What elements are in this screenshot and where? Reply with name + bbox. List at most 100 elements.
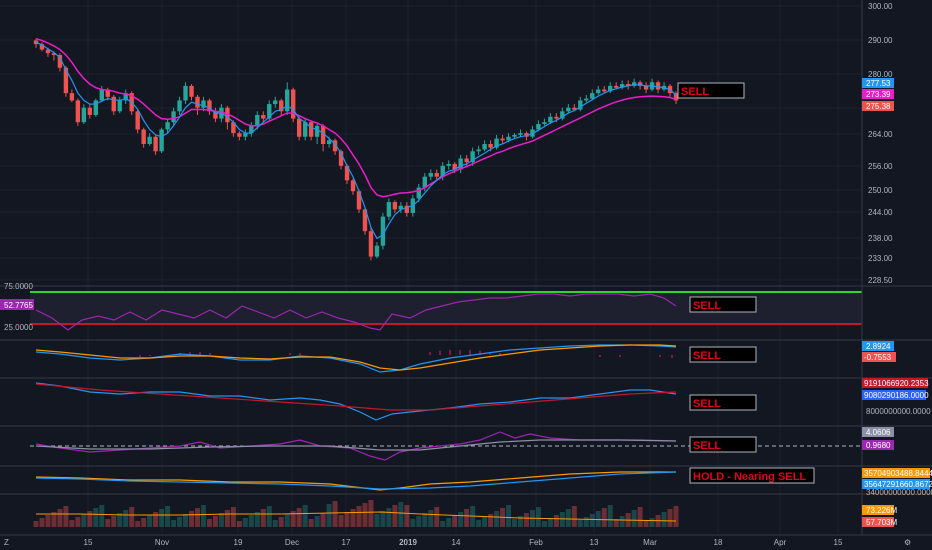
signal-box-rsi[interactable]: SELL	[689, 296, 757, 313]
volume-bar	[649, 518, 655, 527]
price-candles	[33, 38, 679, 261]
volume-bar	[45, 515, 51, 527]
candle-body	[75, 100, 81, 123]
candle-body	[249, 125, 254, 134]
volume-bars	[33, 500, 679, 527]
candle-body	[290, 89, 296, 119]
svg-text:9080290186.0000: 9080290186.0000	[864, 391, 929, 400]
gear-icon[interactable]: ⚙	[904, 538, 911, 547]
candle-body	[608, 85, 613, 92]
svg-text:275.38: 275.38	[866, 102, 891, 111]
candle-body	[637, 82, 643, 86]
price-axis-tick: 233.00	[868, 254, 893, 263]
volume-bar	[296, 508, 302, 527]
obv-signal-line	[35, 383, 677, 411]
macd-labels: 2.8924 -0.7553	[862, 341, 896, 362]
candle-body	[159, 129, 164, 152]
candle-body	[362, 209, 368, 232]
svg-text:0.9680: 0.9680	[866, 441, 891, 450]
volume-bar	[398, 502, 404, 527]
time-axis-tick: 2019	[399, 538, 417, 547]
candle-body	[273, 100, 278, 105]
candle-body	[596, 89, 601, 94]
time-axis[interactable]: 15 Nov 19 Dec 17 2019 14 Feb 13 Mar 18 Apr 15	[84, 538, 843, 547]
candle-body	[207, 100, 212, 112]
price-axis-tick: 300.00	[868, 2, 893, 11]
volume-bar	[344, 512, 350, 527]
volume-bar	[559, 512, 565, 527]
volume-bar	[356, 506, 362, 527]
volume-bar	[171, 520, 177, 527]
volume-bar	[667, 509, 673, 527]
candle-body	[655, 82, 661, 90]
signal-box-price[interactable]: SELL	[677, 82, 745, 99]
ma-fast-line	[35, 41, 677, 240]
time-axis-tick: Nov	[155, 538, 169, 547]
volume-bar	[39, 518, 45, 527]
candle-body	[476, 149, 481, 152]
pane-separators	[0, 285, 932, 495]
adl-signal-line	[35, 471, 677, 490]
candle-body	[440, 165, 445, 177]
svg-text:57.703M: 57.703M	[866, 518, 897, 527]
price-axis-tick: 256.00	[868, 162, 893, 171]
candle-body	[482, 144, 487, 150]
time-axis-tick: Dec	[285, 538, 299, 547]
candle-body	[458, 158, 463, 170]
corner-z-button[interactable]: Z	[4, 538, 9, 547]
candle-body	[279, 100, 284, 112]
candle-body	[602, 89, 607, 92]
volume-bar	[69, 520, 75, 527]
candle-body	[416, 187, 422, 199]
candle-body	[225, 107, 230, 123]
price-axis-tick: 290.00	[868, 36, 893, 45]
svg-text:35704903488.8444: 35704903488.8444	[864, 469, 932, 478]
volume-bar	[278, 517, 284, 527]
signal-box-obv[interactable]: SELL	[689, 394, 757, 411]
price-axis-tick: 228.50	[868, 276, 893, 285]
mom-labels: 4.0606 0.9680	[862, 427, 894, 450]
volume-bar	[601, 508, 607, 527]
candle-body	[57, 55, 63, 68]
candle-body	[434, 173, 439, 177]
signal-text-price: SELL	[681, 86, 709, 98]
volume-bar	[589, 514, 595, 527]
candle-body	[584, 98, 589, 101]
candle-body	[548, 116, 553, 123]
candle-body	[39, 44, 45, 50]
mom-signal-line	[35, 439, 677, 451]
adl-labels: 35704903488.8444 35647291660.8672 340000…	[862, 468, 932, 497]
candle-body	[338, 151, 344, 166]
rsi-value-label: 52.7765	[4, 301, 33, 310]
candle-body	[213, 111, 218, 119]
volume-bar	[260, 509, 266, 527]
candle-body	[356, 191, 362, 210]
volume-bar	[571, 506, 577, 527]
signal-box-macd[interactable]: SELL	[689, 346, 757, 363]
time-axis-tick: 18	[714, 538, 723, 547]
volume-bar	[392, 505, 398, 527]
candle-body	[135, 111, 140, 130]
svg-text:273.39: 273.39	[866, 90, 891, 99]
candle-body	[536, 124, 541, 130]
volume-bar	[33, 521, 39, 527]
volume-bar	[177, 517, 183, 527]
volume-bar	[506, 505, 512, 527]
volume-bar	[320, 513, 326, 527]
volume-bar	[488, 514, 494, 527]
volume-bar	[302, 505, 308, 527]
volume-bar	[123, 510, 129, 527]
candle-body	[147, 136, 152, 144]
time-axis-tick: 19	[234, 538, 243, 547]
candle-body	[308, 122, 314, 137]
signal-box-mom[interactable]: SELL	[689, 436, 757, 453]
candle-body	[296, 118, 302, 137]
price-label-ma-fast: 277.53	[862, 78, 894, 88]
signal-box-adl[interactable]: HOLD - Nearing SELL	[689, 467, 815, 484]
volume-bar	[553, 515, 559, 527]
candle-body	[171, 111, 176, 123]
svg-text:4.0606: 4.0606	[866, 428, 891, 437]
volume-bar	[129, 507, 135, 527]
volume-bar	[428, 510, 434, 527]
